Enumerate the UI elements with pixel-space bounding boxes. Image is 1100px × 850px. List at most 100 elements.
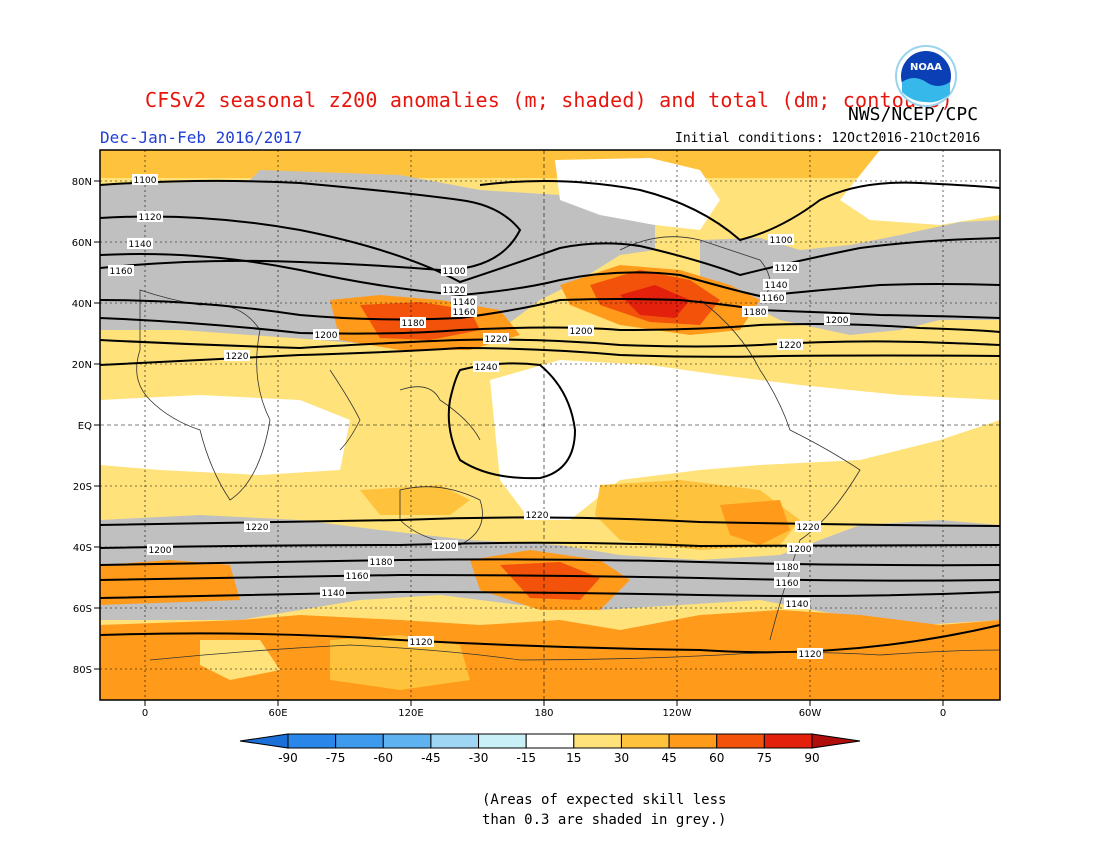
contour-label-1140: 1140 (320, 587, 346, 599)
season-label: Dec-Jan-Feb 2016/2017 (100, 128, 303, 147)
lon-label: 0 (940, 708, 946, 719)
contour-label-1240: 1240 (473, 361, 499, 373)
contour-label-1200: 1200 (824, 314, 850, 326)
svg-text:1220: 1220 (797, 523, 820, 533)
contour-label-1160: 1160 (108, 265, 134, 277)
svg-text:1180: 1180 (370, 558, 393, 568)
lat-label: EQ (78, 421, 92, 432)
skill-note-line2: than 0.3 are shaded in grey.) (482, 812, 727, 828)
lon-axis (144, 700, 944, 706)
svg-text:1220: 1220 (485, 335, 508, 345)
legend-box (525, 733, 575, 749)
org-label: NWS/NCEP/CPC (848, 104, 979, 125)
legend-label: -75 (326, 751, 346, 765)
svg-text:1200: 1200 (789, 545, 812, 555)
anomaly-shading (100, 150, 1000, 700)
svg-text:1200: 1200 (570, 327, 593, 337)
noaa-logo: NOAA (894, 44, 958, 112)
svg-text:1140: 1140 (129, 240, 152, 250)
svg-text:1180: 1180 (776, 563, 799, 573)
svg-text:1220: 1220 (779, 341, 802, 351)
lon-label: 60W (799, 708, 822, 719)
legend-label: 45 (661, 751, 676, 765)
contour-label-1200: 1200 (568, 325, 594, 337)
lat-label: 40N (72, 299, 92, 310)
svg-text:1200: 1200 (434, 542, 457, 552)
lat-label: 80N (72, 177, 92, 188)
legend-label: -45 (421, 751, 441, 765)
svg-text:1160: 1160 (776, 579, 799, 589)
contour-lines (100, 179, 1000, 654)
svg-text:1220: 1220 (526, 511, 549, 521)
contour-label-1220: 1220 (795, 521, 821, 533)
legend-box (382, 733, 432, 749)
contour-label-1200: 1200 (787, 543, 813, 555)
lat-label: 60S (73, 604, 92, 615)
legend-label: 75 (757, 751, 772, 765)
legend-box (716, 733, 765, 749)
contour-label-1100: 1100 (768, 234, 794, 246)
legend-labels: -90 -75 -60 -45 -30 -15 15 30 45 60 75 90 (278, 751, 819, 765)
svg-text:1240: 1240 (475, 363, 498, 373)
legend-box (668, 733, 718, 749)
contour-label-1200: 1200 (432, 540, 458, 552)
svg-text:1160: 1160 (110, 267, 133, 277)
svg-text:1120: 1120 (775, 264, 798, 274)
lon-label: 120E (398, 708, 423, 719)
contour-label-1220: 1220 (244, 521, 270, 533)
contour-label-1200: 1200 (313, 329, 339, 341)
contour-label-1160: 1160 (760, 292, 786, 304)
contour-label-1120: 1120 (137, 211, 163, 223)
legend-box (478, 733, 527, 749)
svg-text:1200: 1200 (149, 546, 172, 556)
contour-label-1120: 1120 (797, 648, 823, 660)
legend-box (335, 733, 384, 749)
contour-label-1180: 1180 (400, 317, 426, 329)
initial-conditions-label: Initial conditions: 12Oct2016-21Oct2016 (675, 131, 981, 146)
chart-title: CFSv2 seasonal z200 anomalies (m; shaded… (145, 88, 953, 112)
legend-label: 60 (709, 751, 724, 765)
lon-label: 180 (534, 708, 553, 719)
legend-box (573, 733, 622, 749)
contour-label-1160: 1160 (774, 577, 800, 589)
legend-label: 30 (614, 751, 629, 765)
svg-text:1160: 1160 (453, 308, 476, 318)
contour-label-1220: 1220 (224, 350, 250, 362)
lon-labels: 0 60E 120E 180 120W 60W 0 (142, 708, 946, 719)
contour-label-1120: 1120 (773, 262, 799, 274)
svg-text:1200: 1200 (315, 331, 338, 341)
contour-label-1200: 1200 (147, 544, 173, 556)
legend-box (620, 733, 670, 749)
legend-label: 90 (804, 751, 819, 765)
legend-label: -60 (373, 751, 393, 765)
svg-text:1160: 1160 (346, 572, 369, 582)
svg-text:1140: 1140 (786, 600, 809, 610)
legend-boxes (239, 733, 861, 749)
legend-arrow-low (239, 733, 289, 749)
skill-note-line1: (Areas of expected skill less (482, 792, 727, 808)
contour-label-1180: 1180 (774, 561, 800, 573)
svg-text:1140: 1140 (453, 298, 476, 308)
contour-label-1220: 1220 (524, 509, 550, 521)
lon-label: 0 (142, 708, 148, 719)
lat-label: 40S (73, 543, 92, 554)
contour-label-1140: 1140 (451, 296, 477, 308)
lat-label: 80S (73, 665, 92, 676)
legend-box (430, 733, 480, 749)
legend-label: -30 (469, 751, 489, 765)
legend-label: 15 (566, 751, 581, 765)
contour-label-1120: 1120 (408, 636, 434, 648)
contour-labels: 1100 1120 1140 1160 1180 1200 1220 1240 … (108, 174, 850, 660)
svg-text:1180: 1180 (744, 308, 767, 318)
contour-label-1160: 1160 (451, 306, 477, 318)
lat-label: 20N (72, 360, 92, 371)
svg-text:1140: 1140 (765, 281, 788, 291)
contour-label-1140: 1140 (763, 279, 789, 291)
svg-text:1120: 1120 (443, 286, 466, 296)
lon-label: 120W (663, 708, 692, 719)
legend-box (287, 733, 337, 749)
svg-text:1140: 1140 (322, 589, 345, 599)
lat-label: 20S (73, 482, 92, 493)
